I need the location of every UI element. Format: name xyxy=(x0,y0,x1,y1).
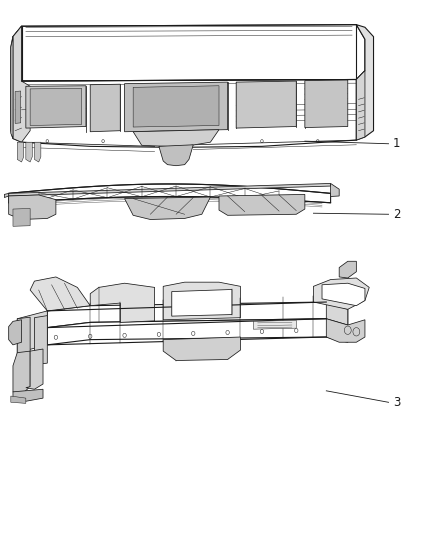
Polygon shape xyxy=(35,316,47,365)
Polygon shape xyxy=(47,319,348,345)
Polygon shape xyxy=(26,349,43,389)
Polygon shape xyxy=(357,71,365,140)
Polygon shape xyxy=(163,282,240,320)
Polygon shape xyxy=(26,142,32,162)
Polygon shape xyxy=(9,183,331,196)
Polygon shape xyxy=(13,26,30,142)
Polygon shape xyxy=(15,91,21,123)
Polygon shape xyxy=(11,396,26,403)
Polygon shape xyxy=(172,289,232,316)
Polygon shape xyxy=(11,37,13,139)
Polygon shape xyxy=(90,283,155,322)
Polygon shape xyxy=(21,79,357,148)
Polygon shape xyxy=(133,86,219,127)
Polygon shape xyxy=(13,389,43,401)
Polygon shape xyxy=(339,261,357,278)
Polygon shape xyxy=(124,82,228,132)
Polygon shape xyxy=(9,184,331,203)
Polygon shape xyxy=(17,142,24,162)
Polygon shape xyxy=(47,302,348,328)
Polygon shape xyxy=(17,317,30,367)
Polygon shape xyxy=(4,193,9,198)
Polygon shape xyxy=(13,208,30,227)
Polygon shape xyxy=(35,142,41,162)
Polygon shape xyxy=(124,197,210,220)
Polygon shape xyxy=(26,86,86,128)
Text: 3: 3 xyxy=(393,396,400,409)
Polygon shape xyxy=(326,302,348,325)
Text: 2: 2 xyxy=(393,208,400,221)
Polygon shape xyxy=(326,319,365,342)
Text: 1: 1 xyxy=(393,138,400,150)
Polygon shape xyxy=(253,320,296,329)
Polygon shape xyxy=(322,283,365,306)
Polygon shape xyxy=(331,183,339,197)
Polygon shape xyxy=(357,25,374,140)
Polygon shape xyxy=(13,25,365,81)
Polygon shape xyxy=(13,351,30,394)
Polygon shape xyxy=(11,26,21,142)
Polygon shape xyxy=(305,80,348,127)
Polygon shape xyxy=(219,195,305,215)
Polygon shape xyxy=(9,195,56,220)
Polygon shape xyxy=(17,311,47,353)
Polygon shape xyxy=(314,278,369,309)
Polygon shape xyxy=(30,88,81,125)
Polygon shape xyxy=(9,320,21,345)
Polygon shape xyxy=(163,337,240,360)
Polygon shape xyxy=(159,145,193,166)
Polygon shape xyxy=(133,130,219,147)
Polygon shape xyxy=(30,277,90,311)
Polygon shape xyxy=(236,81,296,128)
Polygon shape xyxy=(90,84,120,132)
